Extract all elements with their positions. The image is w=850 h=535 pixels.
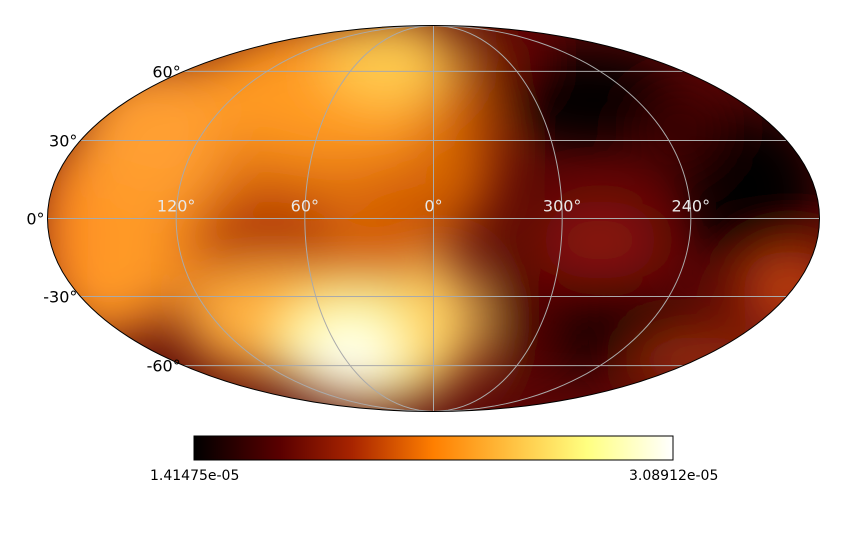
graticule (47, 25, 820, 412)
latitude-label: 0° (26, 210, 44, 229)
meridian-120 (175, 25, 434, 412)
longitude-label: 0° (424, 197, 442, 216)
meridian--120 (433, 25, 692, 412)
meridian--60 (433, 25, 563, 412)
latitude-label: 60° (152, 62, 180, 81)
latitude-label: -30° (43, 287, 77, 306)
latitude-label: -60° (147, 357, 181, 376)
latitude-labels: 60° 30° 0° -30° -60° (26, 62, 180, 375)
longitude-labels: 120° 60° 0° 300° 240° (157, 197, 710, 216)
longitude-label: 240° (672, 197, 711, 216)
meridian-60 (304, 25, 434, 412)
colorbar (193, 435, 674, 461)
map-outline (47, 25, 820, 412)
longitude-label: 60° (291, 197, 319, 216)
colorbar-max-label: 3.08912e-05 (629, 468, 719, 484)
longitude-label: 120° (157, 197, 196, 216)
longitude-label: 300° (543, 197, 582, 216)
latitude-label: 30° (49, 132, 77, 151)
colorbar-min-label: 1.41475e-05 (150, 468, 240, 484)
